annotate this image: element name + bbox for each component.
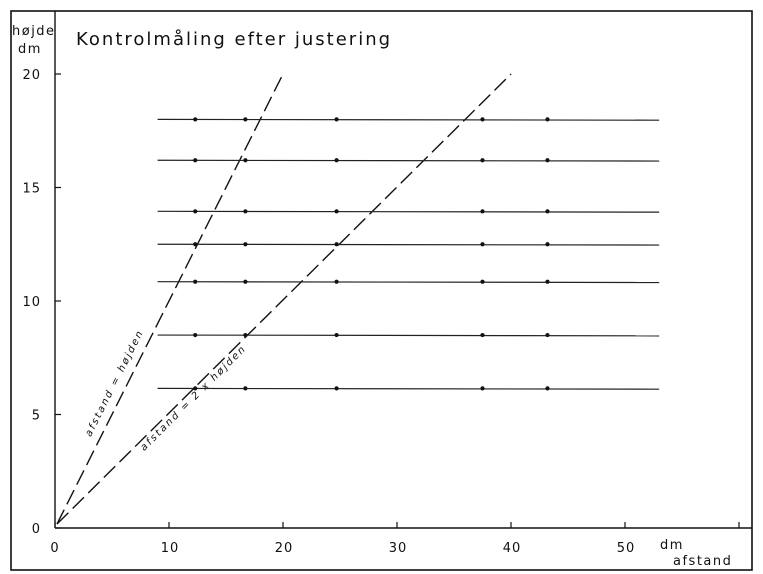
measurement-point-7-5 [545,386,550,391]
y-tick-label-5: 5 [32,409,41,424]
x-tick-label-20: 20 [275,541,294,556]
x-tick-label-10: 10 [161,541,180,556]
measurement-point-6-2 [243,332,248,338]
measurement-point-3-4 [480,209,485,214]
x-tick-label-50: 50 [617,541,636,556]
measurement-line-1 [157,118,660,121]
measurement-point-4-2 [243,242,248,247]
x-axis-label: afstand [673,554,732,569]
measurement-point-5-3 [334,279,339,284]
measurement-point-2-3 [334,158,339,163]
measurement-point-2-1 [193,158,198,163]
y-tick-label-15: 15 [22,182,41,197]
y-axis-unit: dm [18,42,42,57]
measurement-point-1-5 [545,117,550,122]
reference-line-2 [56,73,512,525]
measurement-point-7-1 [193,386,198,391]
measurement-point-3-3 [334,209,339,214]
measurement-point-4-1 [193,242,198,247]
measurement-point-4-3 [334,242,339,247]
measurement-point-6-3 [334,332,339,338]
measurement-point-7-3 [334,386,339,391]
x-axis-unit: dm [660,538,684,553]
measurement-point-5-2 [243,279,248,284]
measurement-line-6 [157,334,660,337]
chart-title: Kontrolmåling efter justering [76,29,392,50]
measurement-line-4 [157,243,660,246]
measurement-line-5 [157,281,660,284]
measurement-point-3-2 [243,209,248,214]
y-tick-label-10: 10 [22,295,41,310]
measurement-point-6-1 [193,332,198,338]
measurement-point-4-5 [545,242,550,247]
reference-line-1 [56,73,284,525]
measurement-point-5-5 [545,279,550,284]
measurement-point-7-4 [480,386,485,391]
measurement-point-6-5 [545,332,550,338]
y-tick-label-20: 20 [22,68,41,83]
measurement-point-1-4 [480,117,485,122]
measurement-line-7 [157,387,660,390]
measurement-point-5-1 [193,279,198,284]
x-tick-label-30: 30 [389,541,408,556]
measurement-point-1-3 [334,117,339,122]
measurement-line-2 [157,159,660,162]
reference-line-label-1: afstand = højden [83,328,146,439]
measurement-point-3-1 [193,209,198,214]
measurement-point-1-1 [193,117,198,122]
ticks-group: 0 10 20 30 40 50 0 5 10 15 20 [22,68,740,556]
measurement-point-2-5 [545,158,550,163]
y-tick-label-0: 0 [32,522,41,537]
measurement-line-3 [157,210,660,213]
y-axis-label: højde [12,24,56,39]
measurement-lines-group [157,117,660,391]
measurement-point-2-4 [480,158,485,163]
x-tick-label-40: 40 [503,541,522,556]
measurement-point-7-2 [243,386,248,391]
measurement-point-3-5 [545,209,550,214]
measurement-point-5-4 [480,279,485,284]
x-tick-label-0: 0 [50,541,59,556]
measurement-point-6-4 [480,332,485,338]
measurement-point-1-2 [243,117,248,122]
reference-line-label-2: afstand = 2 x højden [139,343,250,453]
measurement-point-2-2 [243,158,248,163]
measurement-point-4-4 [480,242,485,247]
chart-frame [10,10,753,571]
